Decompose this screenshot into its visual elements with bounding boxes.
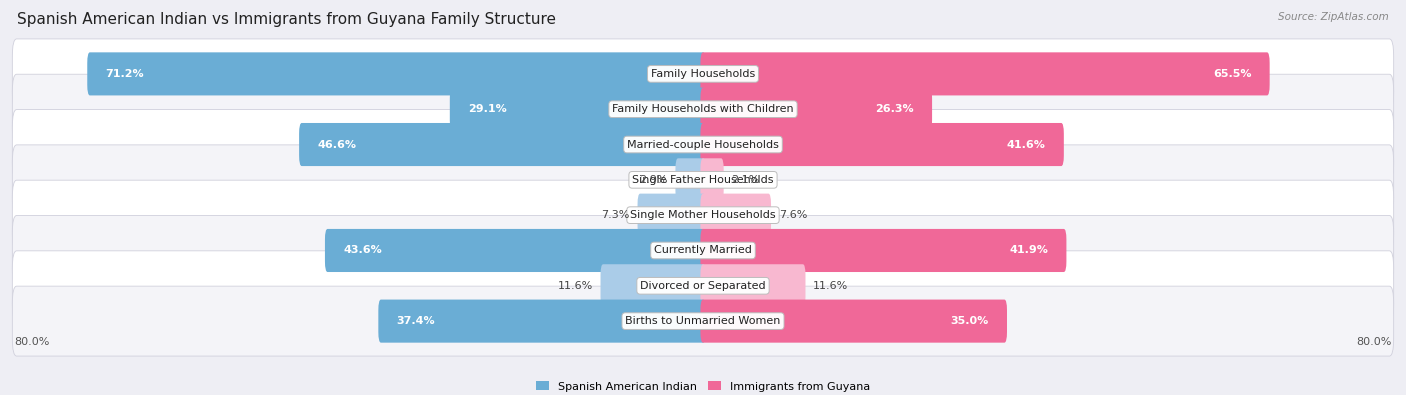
FancyBboxPatch shape bbox=[700, 123, 1064, 166]
Text: Married-couple Households: Married-couple Households bbox=[627, 139, 779, 150]
FancyBboxPatch shape bbox=[13, 74, 1393, 144]
Text: 29.1%: 29.1% bbox=[468, 104, 506, 114]
Text: 43.6%: 43.6% bbox=[343, 245, 382, 256]
FancyBboxPatch shape bbox=[87, 53, 706, 96]
Text: Family Households with Children: Family Households with Children bbox=[612, 104, 794, 114]
Text: 71.2%: 71.2% bbox=[105, 69, 143, 79]
Text: Spanish American Indian vs Immigrants from Guyana Family Structure: Spanish American Indian vs Immigrants fr… bbox=[17, 12, 555, 27]
Text: 37.4%: 37.4% bbox=[396, 316, 434, 326]
Legend: Spanish American Indian, Immigrants from Guyana: Spanish American Indian, Immigrants from… bbox=[531, 377, 875, 395]
FancyBboxPatch shape bbox=[675, 158, 706, 201]
Text: 35.0%: 35.0% bbox=[950, 316, 988, 326]
Text: 65.5%: 65.5% bbox=[1213, 69, 1251, 79]
Text: Family Households: Family Households bbox=[651, 69, 755, 79]
Text: 11.6%: 11.6% bbox=[813, 281, 848, 291]
FancyBboxPatch shape bbox=[13, 109, 1393, 179]
Text: Single Father Households: Single Father Households bbox=[633, 175, 773, 185]
Text: 2.9%: 2.9% bbox=[640, 175, 668, 185]
Text: 2.1%: 2.1% bbox=[731, 175, 759, 185]
FancyBboxPatch shape bbox=[13, 216, 1393, 286]
Text: Single Mother Households: Single Mother Households bbox=[630, 210, 776, 220]
Text: 7.6%: 7.6% bbox=[779, 210, 807, 220]
Text: 11.6%: 11.6% bbox=[558, 281, 593, 291]
FancyBboxPatch shape bbox=[325, 229, 706, 272]
Text: 80.0%: 80.0% bbox=[14, 337, 49, 346]
Text: Births to Unmarried Women: Births to Unmarried Women bbox=[626, 316, 780, 326]
FancyBboxPatch shape bbox=[13, 39, 1393, 109]
FancyBboxPatch shape bbox=[700, 158, 724, 201]
FancyBboxPatch shape bbox=[637, 194, 706, 237]
FancyBboxPatch shape bbox=[700, 229, 1066, 272]
Text: 7.3%: 7.3% bbox=[602, 210, 630, 220]
FancyBboxPatch shape bbox=[299, 123, 706, 166]
FancyBboxPatch shape bbox=[13, 180, 1393, 250]
FancyBboxPatch shape bbox=[13, 251, 1393, 321]
FancyBboxPatch shape bbox=[600, 264, 706, 307]
Text: 41.9%: 41.9% bbox=[1010, 245, 1049, 256]
FancyBboxPatch shape bbox=[700, 299, 1007, 342]
FancyBboxPatch shape bbox=[700, 194, 770, 237]
FancyBboxPatch shape bbox=[700, 264, 806, 307]
Text: 46.6%: 46.6% bbox=[318, 139, 356, 150]
FancyBboxPatch shape bbox=[450, 88, 706, 131]
Text: 26.3%: 26.3% bbox=[876, 104, 914, 114]
Text: Source: ZipAtlas.com: Source: ZipAtlas.com bbox=[1278, 12, 1389, 22]
FancyBboxPatch shape bbox=[700, 88, 932, 131]
Text: Currently Married: Currently Married bbox=[654, 245, 752, 256]
FancyBboxPatch shape bbox=[13, 286, 1393, 356]
Text: Divorced or Separated: Divorced or Separated bbox=[640, 281, 766, 291]
FancyBboxPatch shape bbox=[378, 299, 706, 342]
Text: 41.6%: 41.6% bbox=[1007, 139, 1046, 150]
FancyBboxPatch shape bbox=[13, 145, 1393, 215]
Text: 80.0%: 80.0% bbox=[1357, 337, 1392, 346]
FancyBboxPatch shape bbox=[700, 53, 1270, 96]
